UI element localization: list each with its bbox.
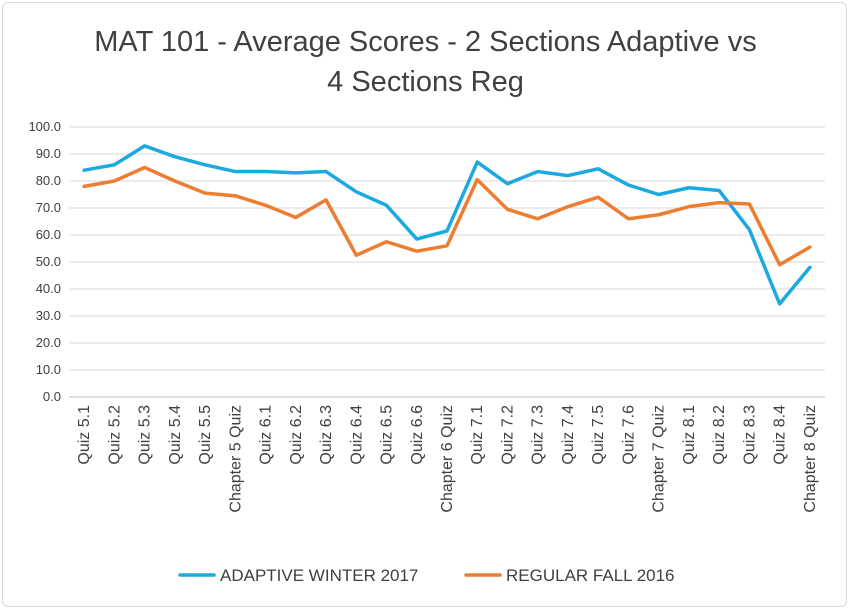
- x-tick-label: Quiz 7.5: [590, 405, 607, 465]
- x-tick-label: Quiz 5.5: [197, 405, 214, 465]
- x-tick-label: Quiz 7.1: [469, 405, 486, 465]
- x-tick-label: Quiz 6.3: [318, 405, 335, 465]
- x-tick-label: Quiz 5.3: [137, 405, 154, 465]
- series-line-adaptive: [82, 144, 812, 306]
- x-tick-label: Quiz 8.2: [711, 405, 728, 465]
- x-tick-label: Quiz 6.4: [348, 405, 365, 465]
- series-line-regular: [82, 165, 812, 267]
- x-tick-label: Quiz 5.2: [106, 405, 123, 465]
- y-tick-label: 10.0: [36, 362, 61, 377]
- y-tick-label: 20.0: [36, 335, 61, 350]
- x-tick-label: Quiz 7.6: [620, 405, 637, 465]
- x-tick-label: Chapter 7 Quiz: [651, 405, 668, 513]
- x-tick-label: Quiz 5.1: [76, 405, 93, 465]
- x-tick-label: Quiz 6.5: [379, 405, 396, 465]
- y-tick-label: 90.0: [36, 146, 61, 161]
- x-tick-label: Chapter 5 Quiz: [227, 405, 244, 513]
- x-tick-label: Quiz 8.3: [741, 405, 758, 465]
- x-tick-label: Quiz 6.2: [288, 405, 305, 465]
- x-tick-label: Quiz 6.6: [409, 405, 426, 465]
- legend-label: REGULAR FALL 2016: [506, 566, 675, 585]
- chart-title: MAT 101 - Average Scores - 2 Sections Ad…: [0, 22, 851, 102]
- x-tick-label: Quiz 8.1: [681, 405, 698, 465]
- x-tick-label: Chapter 8 Quiz: [802, 405, 819, 513]
- y-tick-label: 30.0: [36, 308, 61, 323]
- x-tick-label: Quiz 8.4: [772, 405, 789, 465]
- x-tick-label: Quiz 7.3: [530, 405, 547, 465]
- y-tick-label: 70.0: [36, 200, 61, 215]
- x-tick-label: Chapter 6 Quiz: [439, 405, 456, 513]
- y-tick-label: 50.0: [36, 254, 61, 269]
- x-tick-label: Quiz 7.4: [560, 405, 577, 465]
- x-tick-label: Quiz 7.2: [499, 405, 516, 465]
- y-tick-label: 40.0: [36, 281, 61, 296]
- chart-title-line-2: 4 Sections Reg: [327, 66, 524, 98]
- chart-title-line-1: MAT 101 - Average Scores - 2 Sections Ad…: [94, 26, 757, 58]
- y-tick-label: 0.0: [43, 389, 61, 404]
- y-tick-label: 80.0: [36, 173, 61, 188]
- y-tick-label: 100.0: [28, 119, 61, 134]
- y-tick-label: 60.0: [36, 227, 61, 242]
- x-tick-label: Quiz 5.4: [167, 405, 184, 465]
- legend-label: ADAPTIVE WINTER 2017: [220, 566, 418, 585]
- x-tick-label: Quiz 6.1: [258, 405, 275, 465]
